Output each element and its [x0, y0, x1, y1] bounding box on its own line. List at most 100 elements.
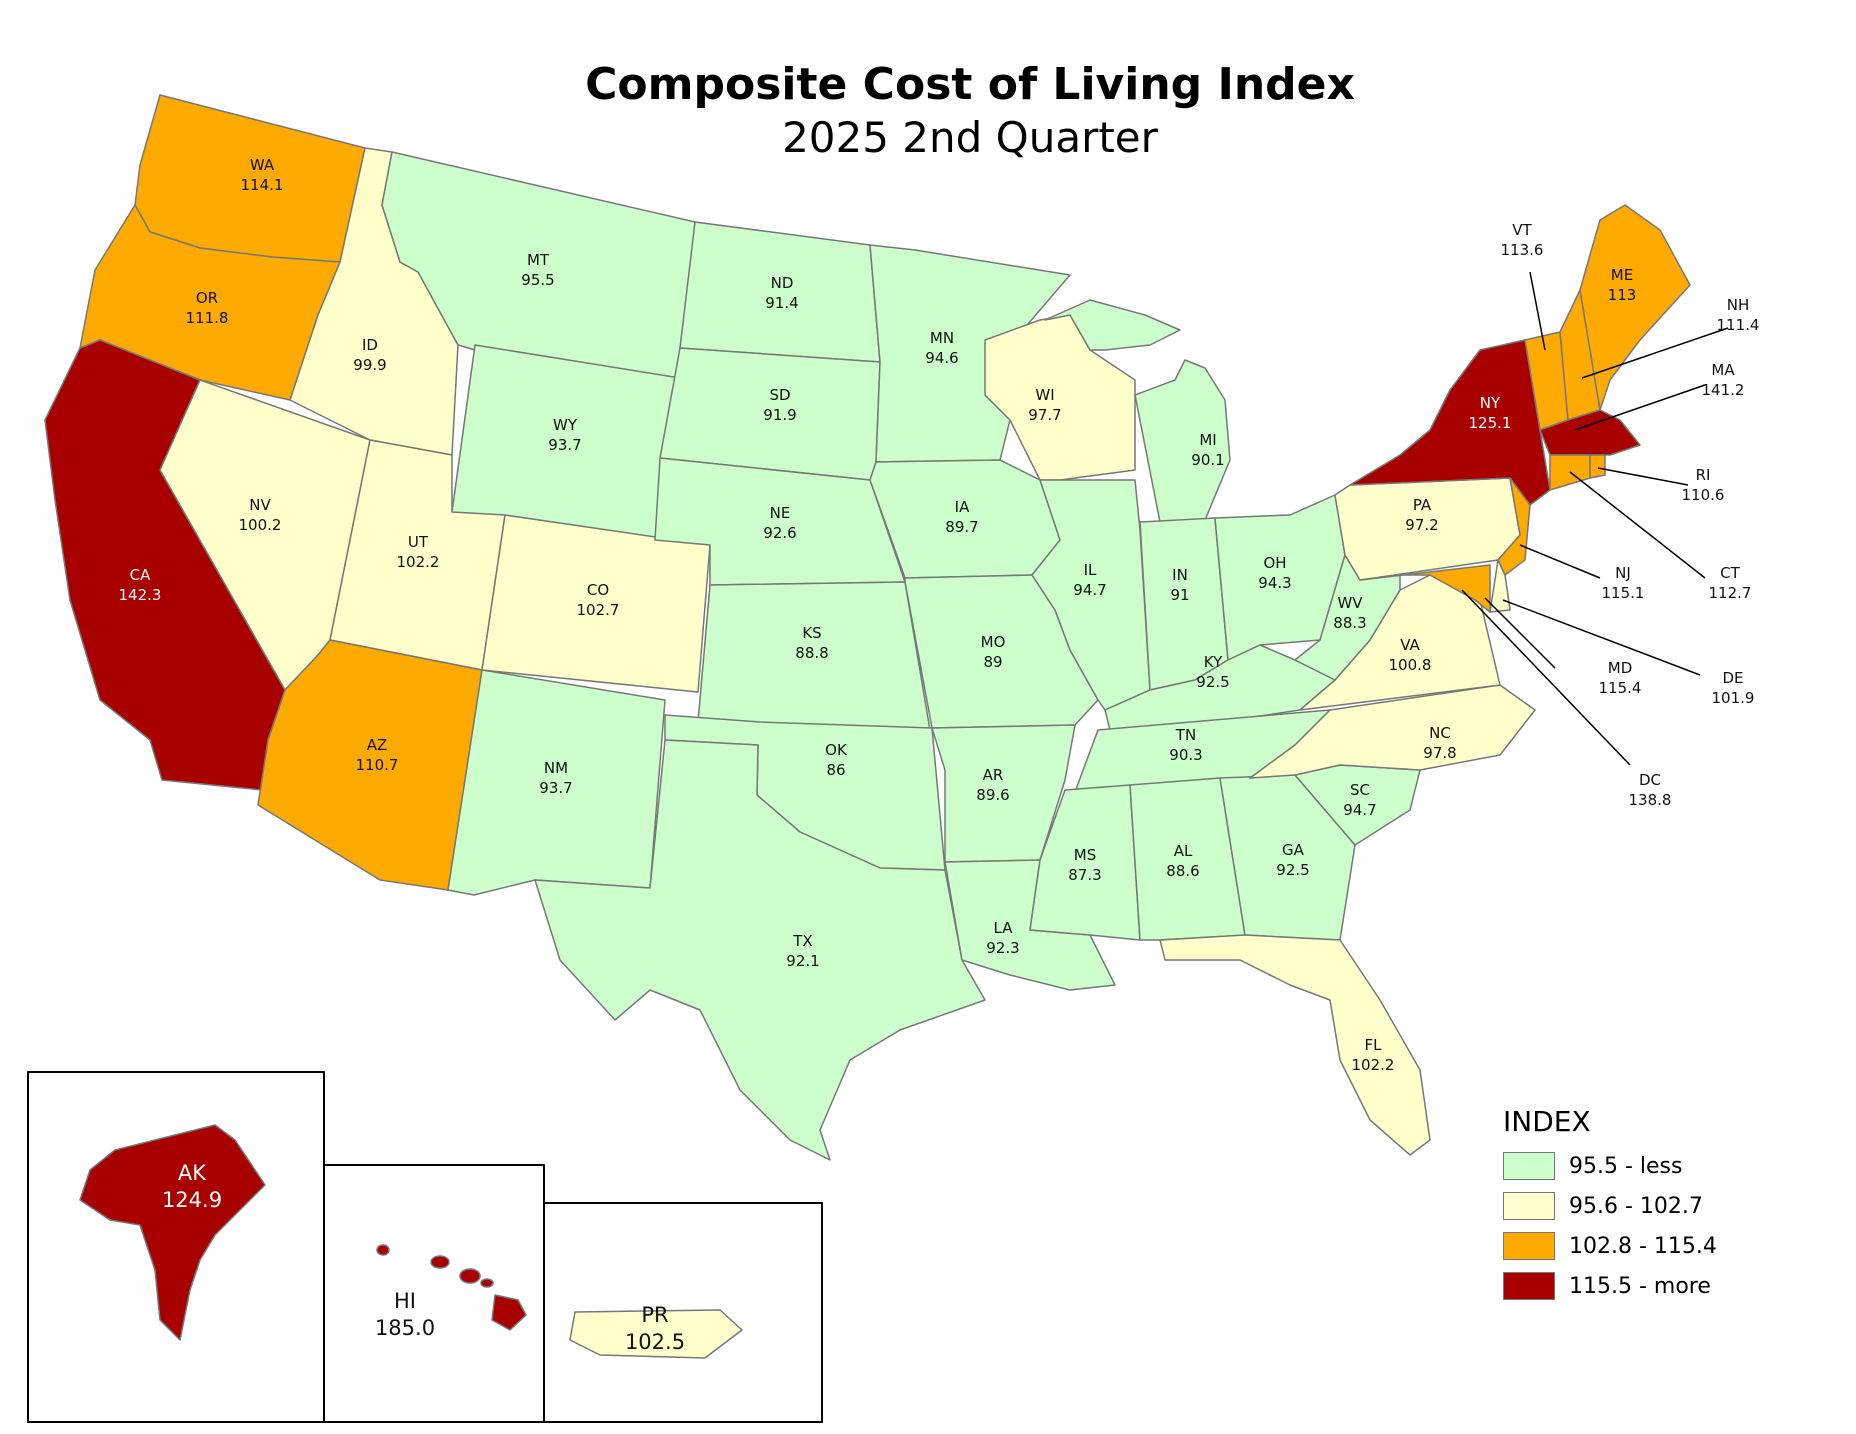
state-label-DC: DC — [1639, 771, 1661, 789]
state-label-WV: WV — [1337, 594, 1363, 612]
legend-title: INDEX — [1503, 1105, 1591, 1138]
state-CO[interactable] — [481, 514, 711, 693]
legend-label: 102.8 - 115.4 — [1569, 1233, 1717, 1259]
state-label-TN: TN — [1175, 726, 1196, 744]
state-value-SD: 91.9 — [763, 406, 796, 424]
state-value-ND: 91.4 — [765, 294, 798, 312]
legend-swatch — [1503, 1192, 1555, 1220]
state-value-MT: 95.5 — [521, 271, 554, 289]
legend-label: 95.5 - less — [1569, 1153, 1683, 1179]
inset-frame-HI — [323, 1164, 545, 1423]
state-value-OK: 86 — [826, 761, 845, 779]
inset-frame-PR — [543, 1202, 823, 1423]
state-value-AZ: 110.7 — [356, 756, 399, 774]
leader-NJ — [1519, 544, 1601, 579]
legend-swatch — [1503, 1152, 1555, 1180]
legend-item: 95.5 - less — [1503, 1146, 1803, 1186]
state-value-WY: 93.7 — [548, 436, 581, 454]
state-value-OR: 111.8 — [186, 309, 229, 327]
state-PR[interactable] — [569, 1309, 743, 1359]
state-label-MT: MT — [527, 251, 550, 269]
state-NC[interactable] — [1249, 684, 1536, 779]
state-label-WA: WA — [250, 156, 275, 174]
state-value-NJ: 115.1 — [1602, 584, 1645, 602]
state-value-SC: 94.7 — [1343, 801, 1376, 819]
state-label-VA: VA — [1400, 636, 1420, 654]
state-value-CT: 112.7 — [1709, 584, 1752, 602]
state-value-MD: 115.4 — [1599, 679, 1642, 697]
state-label-WY: WY — [553, 416, 578, 434]
state-label-IL: IL — [1084, 561, 1097, 579]
state-value-AK: 124.9 — [162, 1188, 222, 1212]
legend-swatch — [1503, 1232, 1555, 1260]
leader-RI — [1597, 467, 1689, 486]
state-RI[interactable] — [1589, 454, 1606, 479]
state-label-SC: SC — [1350, 781, 1370, 799]
state-DE[interactable] — [1489, 559, 1511, 613]
state-value-ID: 99.9 — [353, 356, 386, 374]
state-label-NC: NC — [1429, 724, 1451, 742]
state-value-LA: 92.3 — [986, 939, 1019, 957]
state-value-MI: 90.1 — [1191, 451, 1224, 469]
state-label-AL: AL — [1174, 842, 1193, 860]
state-value-NY: 125.1 — [1469, 414, 1512, 432]
state-value-NH: 111.4 — [1717, 316, 1760, 334]
state-value-WI: 97.7 — [1028, 406, 1061, 424]
state-label-FL: FL — [1365, 1036, 1383, 1054]
state-value-ME: 113 — [1608, 286, 1637, 304]
state-value-AR: 89.6 — [976, 786, 1009, 804]
state-label-MS: MS — [1074, 846, 1096, 864]
title-block: Composite Cost of Living Index 2025 2nd … — [0, 58, 1856, 164]
state-value-NM: 93.7 — [539, 779, 572, 797]
state-label-SD: SD — [769, 386, 790, 404]
state-value-IA: 89.7 — [945, 518, 978, 536]
state-value-TX: 92.1 — [786, 952, 819, 970]
state-label-OH: OH — [1263, 554, 1286, 572]
state-label-AR: AR — [983, 766, 1004, 784]
state-label-AK: AK — [178, 1161, 207, 1185]
state-label-UT: UT — [408, 533, 429, 551]
legend-label: 95.6 - 102.7 — [1569, 1193, 1703, 1219]
state-value-MO: 89 — [983, 653, 1002, 671]
state-ME[interactable] — [1579, 204, 1691, 411]
state-FL[interactable] — [1159, 934, 1431, 1156]
state-value-OH: 94.3 — [1258, 574, 1291, 592]
state-label-OR: OR — [196, 289, 218, 307]
state-label-CT: CT — [1720, 564, 1740, 582]
state-AK[interactable] — [79, 1124, 266, 1341]
state-label-MO: MO — [981, 633, 1006, 651]
state-label-NH: NH — [1727, 296, 1750, 314]
state-TX[interactable] — [534, 739, 986, 1161]
state-label-NY: NY — [1480, 394, 1501, 412]
state-label-OK: OK — [825, 741, 848, 759]
state-NY[interactable] — [1349, 339, 1551, 506]
leader-MA — [1574, 384, 1706, 431]
state-value-GA: 92.5 — [1276, 861, 1309, 879]
state-HI[interactable] — [376, 1244, 527, 1331]
state-label-CO: CO — [587, 581, 609, 599]
leader-VT — [1529, 271, 1546, 351]
state-value-FL: 102.2 — [1352, 1056, 1395, 1074]
state-value-KS: 88.8 — [795, 644, 828, 662]
state-value-MA: 141.2 — [1702, 381, 1745, 399]
state-label-MD: MD — [1608, 659, 1633, 677]
state-value-AL: 88.6 — [1166, 862, 1199, 880]
state-value-PA: 97.2 — [1405, 516, 1438, 534]
state-label-RI: RI — [1696, 466, 1711, 484]
legend-item: 95.6 - 102.7 — [1503, 1186, 1803, 1226]
state-label-IN: IN — [1172, 566, 1188, 584]
state-value-VT: 113.6 — [1501, 241, 1544, 259]
state-MD[interactable] — [1359, 564, 1491, 613]
state-label-ID: ID — [362, 336, 378, 354]
leader-NH — [1581, 327, 1729, 379]
state-label-HI: HI — [394, 1289, 416, 1313]
map-subtitle: 2025 2nd Quarter — [782, 113, 1158, 162]
state-label-CA: CA — [130, 566, 151, 584]
state-IL[interactable] — [1031, 479, 1151, 711]
legend-item: 115.5 - more — [1503, 1266, 1803, 1306]
legend-item: 102.8 - 115.4 — [1503, 1226, 1803, 1266]
state-ND[interactable] — [679, 221, 881, 363]
state-value-NC: 97.8 — [1423, 744, 1456, 762]
state-value-HI: 185.0 — [375, 1316, 435, 1340]
